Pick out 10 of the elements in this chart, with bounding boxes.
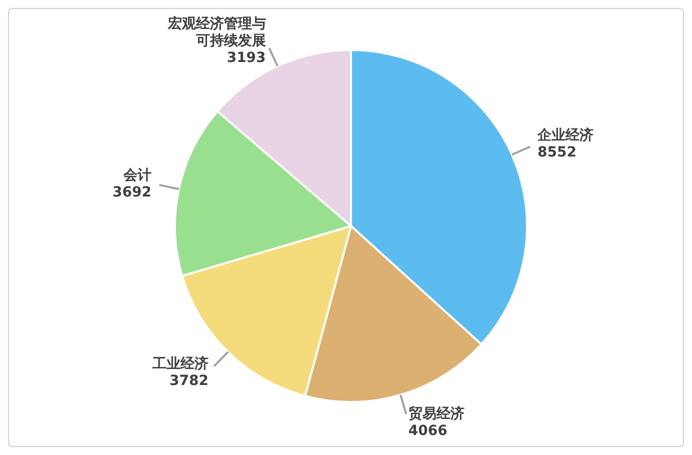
- slice-label: 会计: [122, 167, 152, 184]
- data-label: 3193: [226, 50, 266, 66]
- slice-label: 企业经济: [536, 126, 594, 144]
- data-label: 3782: [170, 372, 208, 389]
- slice-label: 工业经济: [151, 354, 208, 372]
- data-label: 8552: [538, 144, 576, 160]
- slice-label: 宏观经济管理与可持续发展: [166, 15, 266, 50]
- data-label: 3692: [112, 184, 152, 200]
- data-label: 4066: [408, 422, 448, 439]
- slice-label: 贸易经济: [408, 404, 464, 422]
